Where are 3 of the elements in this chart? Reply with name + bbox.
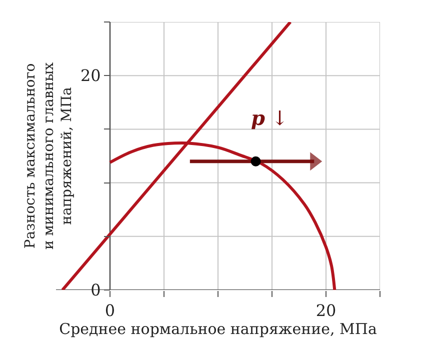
annotation: p ↓ <box>251 106 288 130</box>
y-axis-title: Разность максимального и минимального главных напряжений, МПа <box>22 62 76 250</box>
x-axis-title: Среднее нормальное напряжение, МПа <box>59 320 377 338</box>
